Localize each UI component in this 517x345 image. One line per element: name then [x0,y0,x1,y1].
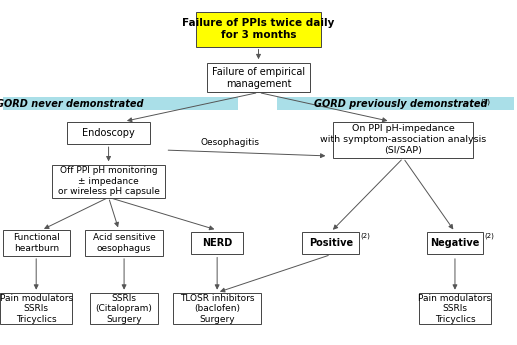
FancyBboxPatch shape [3,230,70,256]
Text: Pain modulators
SSRIs
Tricyclics: Pain modulators SSRIs Tricyclics [418,294,492,324]
Bar [277,97,514,110]
FancyBboxPatch shape [191,232,243,255]
Text: (1): (1) [480,98,490,105]
Text: Failure of PPIs twice daily
for 3 months: Failure of PPIs twice daily for 3 months [183,18,334,40]
Text: (2): (2) [484,233,494,239]
FancyBboxPatch shape [52,165,165,197]
FancyBboxPatch shape [90,293,158,324]
FancyBboxPatch shape [419,293,491,324]
Text: On PPI pH-impedance
with symptom-association analysis
(SI/SAP): On PPI pH-impedance with symptom-associa… [320,125,486,155]
FancyBboxPatch shape [207,63,310,92]
Text: Pain modulators
SSRIs
Tricyclics: Pain modulators SSRIs Tricyclics [0,294,73,324]
FancyBboxPatch shape [67,122,150,144]
FancyBboxPatch shape [196,12,321,47]
FancyBboxPatch shape [85,230,163,256]
FancyBboxPatch shape [173,293,261,324]
Text: Failure of empirical
management: Failure of empirical management [212,67,305,89]
Bar [3,97,238,110]
Text: Endoscopy: Endoscopy [82,128,135,138]
Text: Positive: Positive [309,238,353,248]
Text: Off PPI pH monitoring
± impedance
or wireless pH capsule: Off PPI pH monitoring ± impedance or wir… [57,166,160,196]
FancyBboxPatch shape [0,293,72,324]
FancyBboxPatch shape [427,232,483,255]
Text: GORD never demonstrated: GORD never demonstrated [0,99,144,108]
Text: Functional
heartburn: Functional heartburn [13,233,59,253]
FancyBboxPatch shape [302,232,359,255]
Text: Oesophagitis: Oesophagitis [201,138,260,147]
Text: (2): (2) [360,233,370,239]
Text: Acid sensitive
oesophagus: Acid sensitive oesophagus [93,233,156,253]
Text: Negative: Negative [430,238,480,248]
Text: TLOSR inhibitors
(baclofen)
Surgery: TLOSR inhibitors (baclofen) Surgery [180,294,254,324]
Text: GORD previously demonstrated: GORD previously demonstrated [314,99,488,108]
Text: SSRIs
(Citalopram)
Surgery: SSRIs (Citalopram) Surgery [96,294,153,324]
Text: NERD: NERD [202,238,232,248]
FancyBboxPatch shape [333,122,473,158]
